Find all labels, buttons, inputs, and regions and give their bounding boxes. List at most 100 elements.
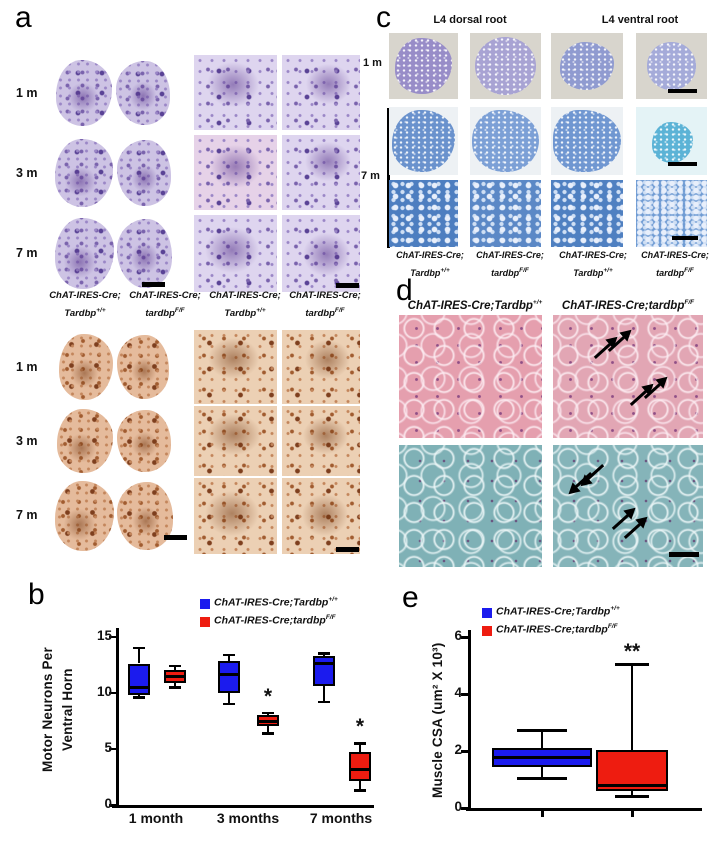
whisker-cap [223, 702, 235, 706]
scale-bar [669, 552, 699, 557]
d-header-control: ChAT-IRES-Cre;Tardbp+/+ [407, 299, 543, 312]
whisker-cap [517, 729, 567, 732]
legend-label-control: ChAT-IRES-Cre;Tardbp+/+ [214, 596, 338, 609]
stain-blotch [131, 431, 159, 459]
whisker-cap [318, 700, 330, 704]
bracket-7m [387, 108, 390, 248]
root-image-7m-3 [551, 107, 623, 175]
box-control-1month [128, 663, 150, 695]
cord-section [55, 481, 114, 551]
nissl-cord-pair-3m [55, 135, 173, 210]
y-axis [468, 630, 471, 810]
chat-mag-1m-control [194, 330, 277, 404]
legend-label-mutant: ChAT-IRES-Cre;tardbpF/F [214, 614, 336, 627]
x-tick [631, 810, 634, 817]
genotype-label-c4: ChAT-IRES-Cre; tardbpF/F [641, 250, 709, 278]
whisker-cap [223, 653, 235, 657]
median-line [351, 767, 369, 771]
whisker [174, 682, 176, 688]
significance-marker: * [263, 684, 273, 708]
row-label-chat-3m: 3 m [16, 434, 38, 448]
median-line [494, 756, 590, 760]
stain-blotch [131, 506, 160, 537]
c-header-ventral-root: L4 ventral root [601, 14, 679, 26]
whisker-cap [615, 795, 649, 798]
he-muscle-mutant [553, 315, 703, 438]
stain-blotch [205, 61, 261, 108]
whisker [174, 665, 176, 671]
y-axis [116, 628, 119, 807]
nissl-mag-1m-mutant [282, 55, 360, 130]
cord-section [55, 218, 114, 289]
y-tick [109, 747, 117, 751]
whisker-cap [517, 777, 567, 780]
nissl-mag-1m-control [194, 55, 277, 130]
legend-swatch-mutant [482, 626, 492, 636]
legend-swatch-control [200, 599, 210, 609]
panel-a-label: a [15, 1, 32, 34]
whisker [228, 692, 230, 704]
x-axis [466, 808, 702, 811]
stain-blotch [131, 163, 159, 193]
genotype-label-c3: ChAT-IRES-Cre; Tardbp+/+ [559, 250, 627, 278]
y-tick [461, 693, 469, 696]
x-tick-label: 7 months [309, 810, 373, 826]
x-tick-label: 3 months [216, 810, 280, 826]
root-image-7m-1 [389, 107, 458, 175]
root-image-1m-1 [389, 33, 458, 99]
median-line [259, 720, 277, 724]
whisker-cap [262, 711, 274, 715]
row-label-chat-1m: 1 m [16, 360, 38, 374]
whisker [541, 766, 543, 779]
cord-section [117, 140, 171, 206]
root-section [391, 109, 456, 173]
stain-blotch [203, 225, 261, 274]
whisker [138, 647, 140, 664]
root-section [474, 36, 537, 96]
whisker-cap [262, 732, 274, 735]
c-header-dorsal-root: L4 dorsal root [433, 14, 507, 26]
y-tick [109, 635, 117, 639]
stain-blotch [203, 490, 261, 538]
root-section [472, 109, 539, 173]
whisker-cap [615, 663, 649, 666]
panel-d-label: d [396, 274, 413, 307]
whisker [359, 743, 361, 753]
chat-mag-1m-mutant [282, 330, 360, 404]
c-row-label-1m: 1 m [363, 57, 382, 69]
scale-bar [672, 236, 698, 240]
axon-image-7m-1 [389, 180, 458, 247]
whisker [267, 726, 269, 734]
genotype-label-a3: ChAT-IRES-Cre; Tardbp+/+ [209, 290, 281, 320]
legend-swatch-mutant [200, 617, 210, 627]
median-line [130, 685, 148, 689]
cord-section [56, 60, 112, 126]
stain-blotch [303, 338, 351, 381]
chat-mag-3m-mutant [282, 406, 360, 476]
whisker [541, 730, 543, 749]
row-label-nissl-3m: 3 m [16, 166, 38, 180]
stain-blotch [67, 82, 99, 113]
b-y-axis-title-line2: Ventral Horn [60, 668, 75, 751]
cord-section [117, 219, 172, 288]
significance-marker: ** [623, 640, 641, 664]
stain-blotch [302, 231, 351, 277]
root-image-1m-2 [470, 33, 541, 99]
row-label-chat-7m: 7 m [16, 508, 38, 522]
root-section [651, 121, 693, 163]
y-tick-label: 10 [96, 683, 112, 699]
nissl-cord-pair-7m [55, 215, 173, 292]
cord-section [55, 139, 113, 207]
x-tick [541, 810, 544, 817]
scale-bar [164, 535, 187, 540]
cord-section [117, 482, 173, 550]
box-mutant-7months [349, 752, 371, 782]
median-line [220, 673, 238, 677]
y-tick [461, 807, 469, 810]
whisker [631, 664, 633, 750]
whisker-cap [354, 789, 366, 792]
whisker [359, 781, 361, 791]
y-tick-label: 5 [104, 739, 112, 755]
genotype-label-a1: ChAT-IRES-Cre; Tardbp+/+ [49, 290, 121, 320]
y-tick-label: 15 [96, 627, 112, 643]
